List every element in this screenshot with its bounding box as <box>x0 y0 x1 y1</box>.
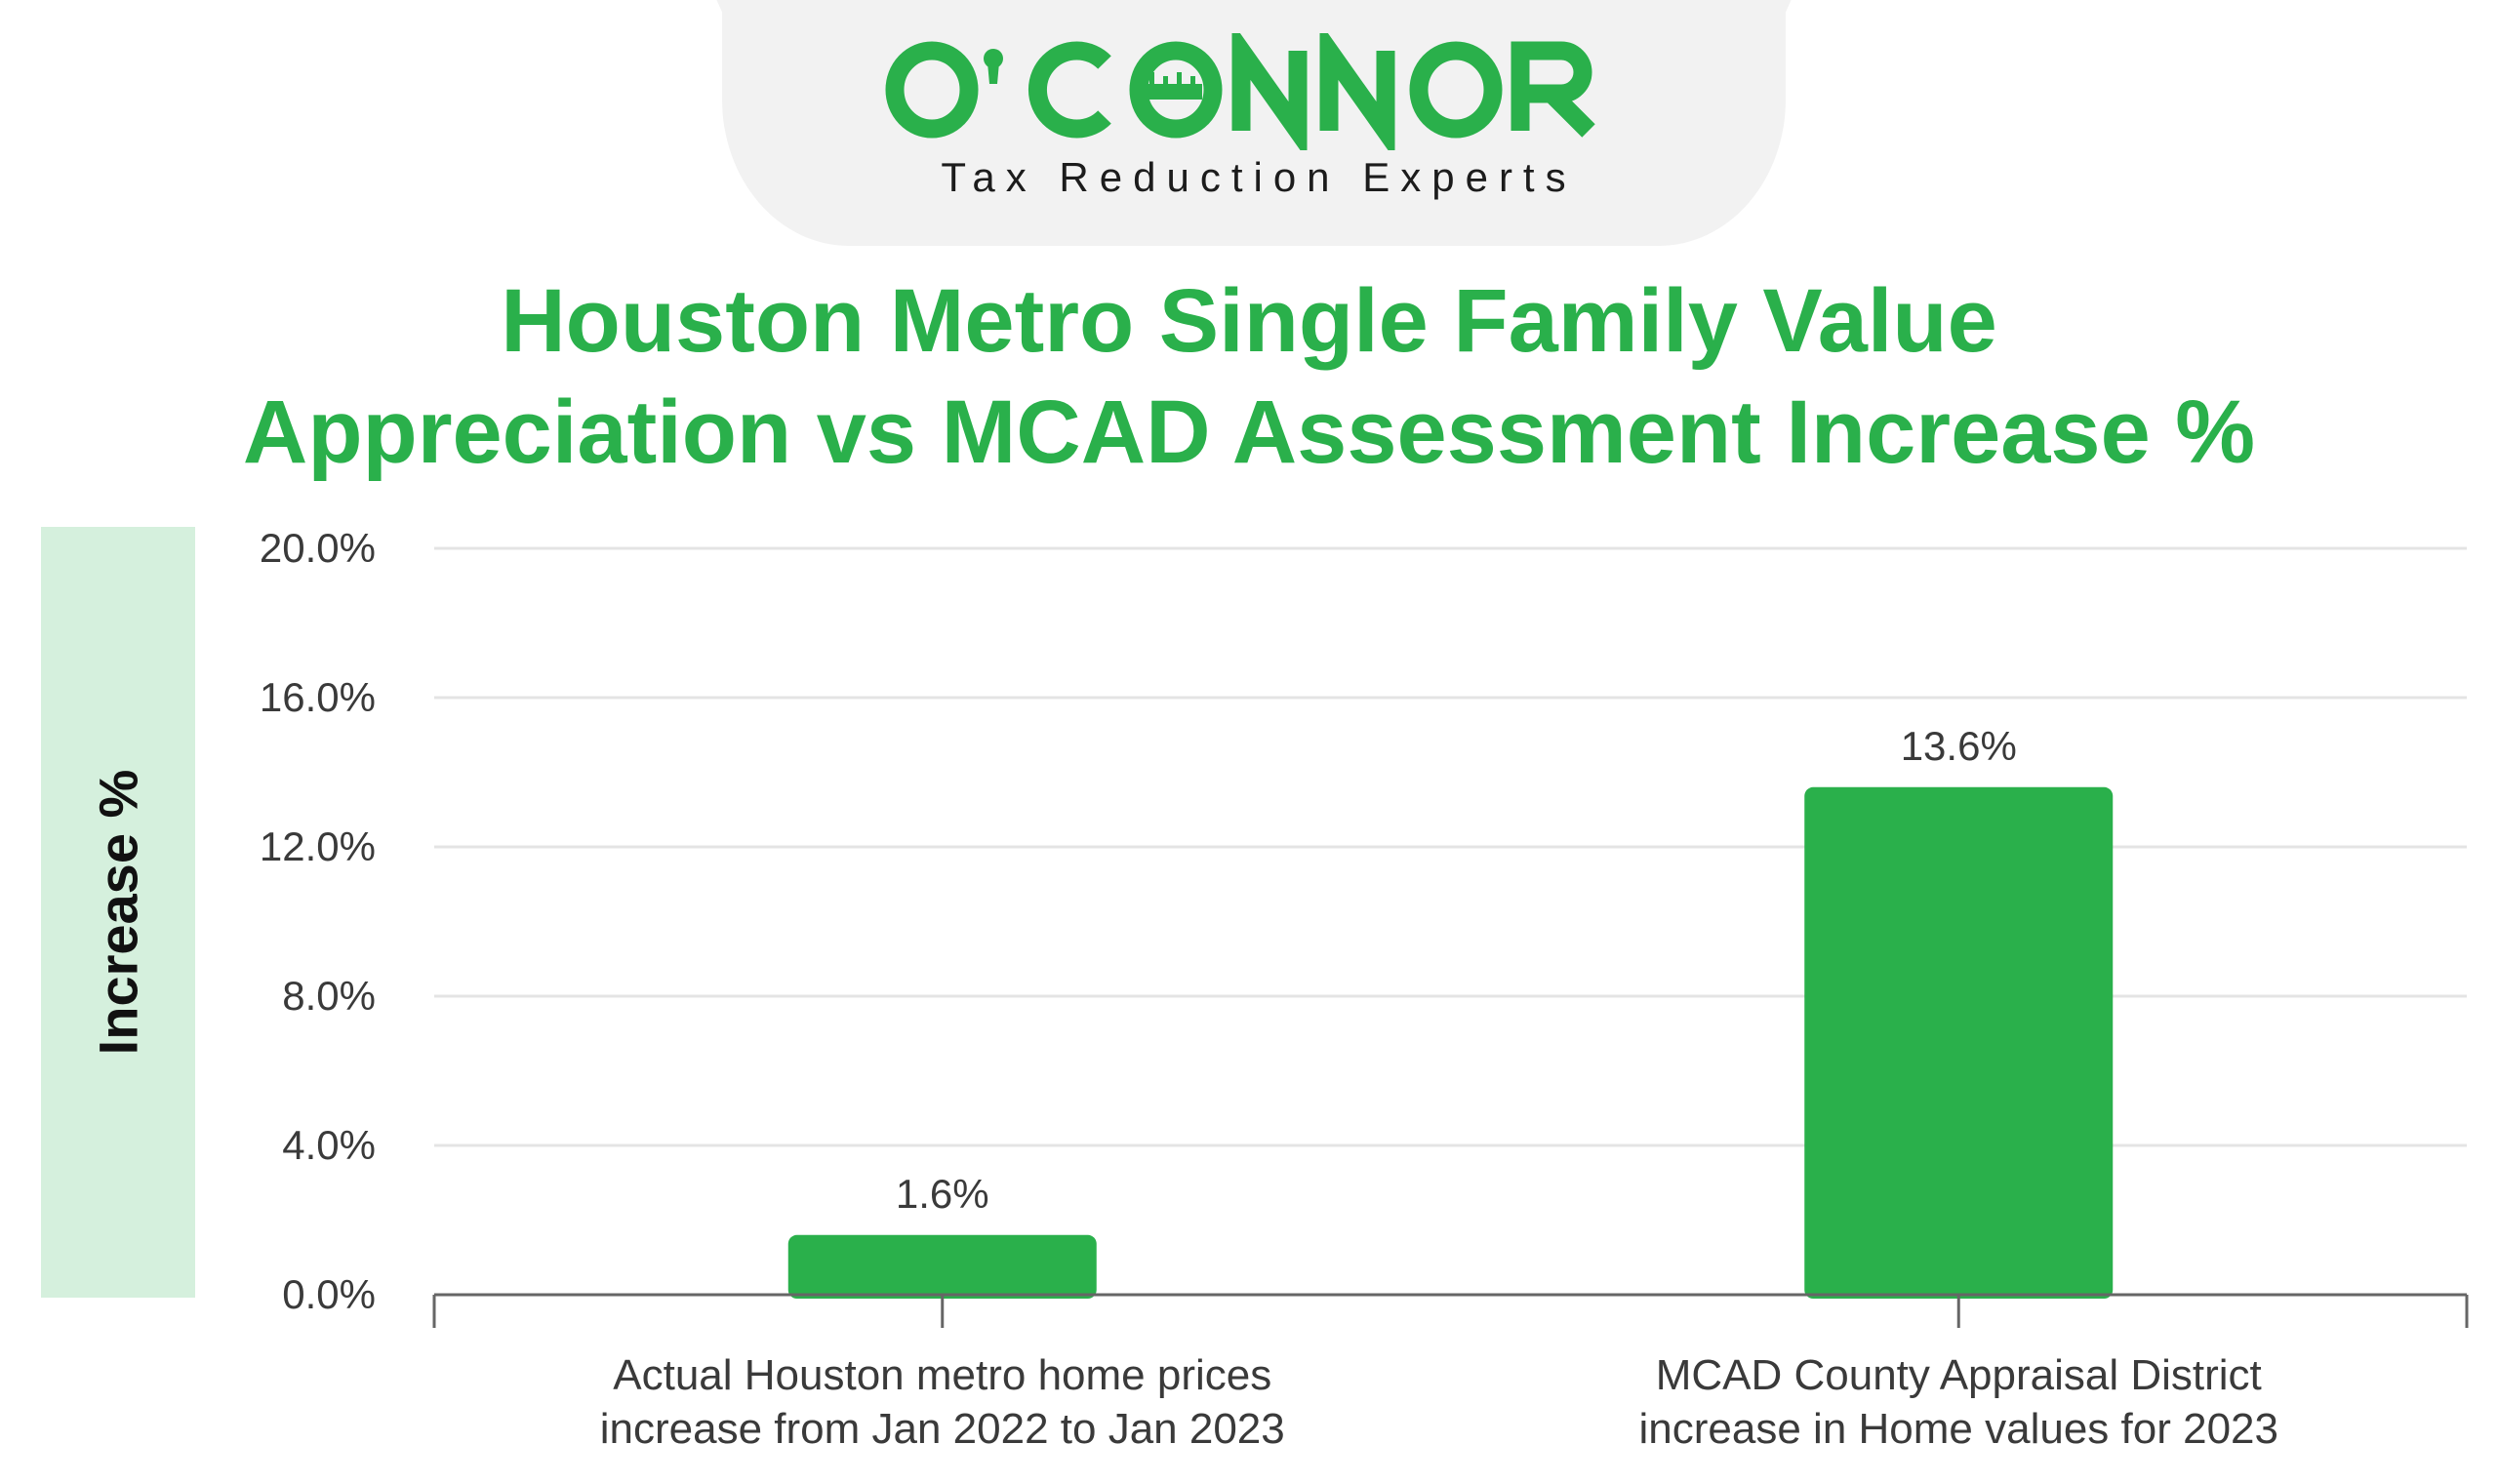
y-tick-label: 4.0% <box>282 1122 376 1168</box>
chart-title-line-2: Appreciation vs MCAD Assessment Increase… <box>242 382 2256 482</box>
x-tick-label: MCAD County Appraisal District <box>1656 1351 2262 1399</box>
data-label: 13.6% <box>1901 723 2017 769</box>
y-tick-label: 0.0% <box>282 1271 376 1317</box>
bar <box>787 1234 1097 1299</box>
data-label: 1.6% <box>896 1171 989 1217</box>
oconnor-logo <box>885 33 1595 150</box>
x-tick-label: increase in Home values for 2023 <box>1639 1405 2278 1453</box>
y-tick-label: 20.0% <box>260 525 376 571</box>
y-tick-label: 12.0% <box>260 823 376 869</box>
chart-labels: 0.0% 4.0% 8.0% 12.0% 16.0% 20.0% 1.6% Actual Ho… <box>260 525 2278 1453</box>
y-axis-label-panel <box>41 527 195 1298</box>
y-tick-label: 16.0% <box>260 674 376 720</box>
x-tick-label: Actual Houston metro home prices <box>613 1351 1271 1399</box>
chart-title: Houston Metro Single Family Value Apprec… <box>176 265 2322 488</box>
gridlines <box>434 546 2467 1147</box>
bar <box>1804 786 2114 1299</box>
logo-tagline: Tax Reduction Experts <box>941 154 1577 200</box>
chart-title-line-1: Houston Metro Single Family Value <box>501 271 1997 371</box>
y-tick-label: 8.0% <box>282 973 376 1019</box>
x-axis <box>432 1293 2469 1328</box>
bars <box>787 786 2114 1299</box>
x-tick-label: increase from Jan 2022 to Jan 2023 <box>600 1405 1285 1453</box>
